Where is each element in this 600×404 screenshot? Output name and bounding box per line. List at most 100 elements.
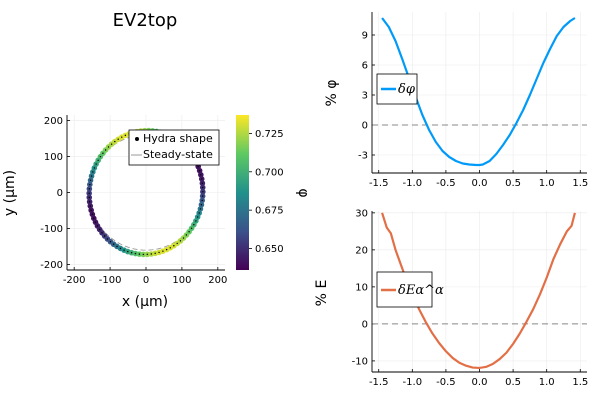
x-tick-label: -1.0 bbox=[403, 377, 423, 388]
hydra-point-core bbox=[198, 212, 200, 214]
y-tick-label: 9 bbox=[362, 31, 368, 42]
hydra-point-core bbox=[130, 252, 133, 254]
shape-legend: Hydra shape Steady-state bbox=[128, 129, 220, 166]
phi-frame bbox=[371, 12, 587, 174]
hydra-point-core bbox=[90, 209, 92, 211]
hydra-point-core bbox=[158, 251, 160, 254]
colorbar-tick-label: 0.725 bbox=[255, 129, 284, 140]
colorbar-tick-label: 0.675 bbox=[255, 206, 284, 217]
hydra-point-core bbox=[94, 221, 97, 223]
hydra-point-core bbox=[99, 155, 102, 158]
hydra-point-core bbox=[123, 249, 125, 251]
hydra-point-core bbox=[199, 208, 202, 210]
y-tick-label: 30 bbox=[355, 208, 368, 219]
hydra-point-core bbox=[198, 169, 201, 172]
x-tick-label: -0.5 bbox=[436, 178, 456, 189]
legend-label-steady: Steady-state bbox=[143, 148, 213, 161]
x-axis-label: x (μm) bbox=[122, 294, 168, 310]
y-tick-label: 10 bbox=[355, 282, 368, 293]
legend-label-phi: δφ bbox=[398, 82, 416, 97]
hydra-point-core bbox=[89, 179, 92, 182]
hydra-point-core bbox=[134, 252, 137, 255]
hydra-point-core bbox=[142, 253, 145, 256]
energy-frame bbox=[371, 211, 587, 373]
hydra-point-core bbox=[169, 247, 171, 249]
hydra-point-core bbox=[93, 217, 95, 220]
colorbar-ticks: 0.650 0.675 0.700 0.725 bbox=[249, 129, 284, 255]
energy-legend: δEα^α bbox=[376, 271, 444, 308]
hydra-point-core bbox=[201, 195, 204, 197]
hydra-point-core bbox=[106, 238, 109, 240]
hydra-point-core bbox=[182, 237, 185, 239]
x-tick-label: 0.5 bbox=[505, 377, 521, 388]
energy-grid bbox=[372, 211, 587, 372]
hydra-point-core bbox=[179, 240, 182, 242]
x-tick-label: 0.0 bbox=[472, 377, 488, 388]
x-tick-label: -100 bbox=[99, 275, 122, 286]
hydra-point-core bbox=[89, 205, 91, 207]
hydra-point-core bbox=[119, 247, 122, 250]
colorbar-tick-label: 0.650 bbox=[255, 244, 284, 255]
hydra-point-core bbox=[96, 225, 99, 227]
hydra-point-core bbox=[127, 250, 129, 253]
x-tick-label: 1.0 bbox=[539, 377, 555, 388]
hydra-point-core bbox=[93, 167, 96, 169]
hydra-point-core bbox=[102, 152, 104, 154]
hydra-point-core bbox=[124, 134, 127, 137]
y-tick-label: -100 bbox=[40, 224, 63, 235]
hydra-point-core bbox=[200, 174, 202, 176]
x-tick-label: -1.0 bbox=[403, 178, 423, 189]
hydra-point-core bbox=[97, 159, 99, 161]
y-tick-label: -10 bbox=[352, 356, 368, 367]
legend-label-hydra: Hydra shape bbox=[143, 132, 213, 145]
hydra-point-core bbox=[150, 253, 152, 255]
y-axis-label: y (μm) bbox=[2, 170, 18, 216]
hydra-point-core bbox=[88, 192, 90, 194]
hydra-point-core bbox=[201, 199, 203, 202]
phi-legend: δφ bbox=[376, 73, 418, 105]
colorbar-tick-label: 0.700 bbox=[255, 167, 284, 178]
y-tick-label: 20 bbox=[355, 245, 368, 256]
hydra-point-core bbox=[154, 252, 156, 255]
y-tick-label: 0 bbox=[57, 188, 63, 199]
y-tick-label: 0 bbox=[362, 121, 368, 132]
hydra-point-core bbox=[109, 241, 112, 243]
hydra-point-core bbox=[138, 253, 141, 255]
hydra-point-core bbox=[98, 228, 101, 231]
shape-panel: EV2top -200 -100 0 100 200 -200 -100 0 100 200 x … bbox=[2, 10, 311, 310]
hydra-point-core bbox=[112, 243, 115, 245]
hydra-point-core bbox=[190, 227, 193, 230]
x-tick-label: -0.5 bbox=[436, 377, 456, 388]
hydra-point-core bbox=[88, 196, 90, 199]
energy-panel: -1.5 -1.0 -0.5 0.0 0.5 1.0 1.5 -10 0 10 20 30 % E δ… bbox=[314, 208, 588, 388]
hydra-point-core bbox=[110, 143, 113, 145]
phi-ticks: -1.5 -1.0 -0.5 0.0 0.5 1.0 1.5 -3 0 3 6 9 bbox=[358, 31, 588, 190]
x-tick-label: -200 bbox=[63, 275, 86, 286]
hydra-point-core bbox=[202, 191, 204, 193]
shape-frame bbox=[66, 115, 225, 271]
hydra-point-core bbox=[95, 163, 97, 165]
y-tick-label: 0 bbox=[362, 319, 368, 330]
hydra-point-core bbox=[121, 136, 123, 138]
hydra-point-core bbox=[200, 203, 203, 206]
hydra-point-core bbox=[92, 171, 94, 173]
hydra-point-core bbox=[188, 231, 190, 233]
hydra-point-core bbox=[90, 175, 93, 177]
x-tick-label: 0.5 bbox=[505, 178, 521, 189]
hydra-point-core bbox=[101, 232, 103, 234]
hydra-point-core bbox=[91, 213, 94, 216]
hydra-point-core bbox=[196, 216, 199, 218]
y-tick-label: 200 bbox=[44, 116, 63, 127]
phi-panel: -1.5 -1.0 -0.5 0.0 0.5 1.0 1.5 -3 0 3 6 9 % φ δφ bbox=[324, 12, 588, 189]
hydra-point-core bbox=[185, 234, 188, 236]
hydra-point-core bbox=[89, 183, 91, 186]
colorbar: 0.650 0.675 0.700 0.725 φ bbox=[236, 115, 311, 270]
hydra-point-core bbox=[103, 235, 106, 237]
hydra-point-core bbox=[107, 146, 110, 148]
x-tick-label: 1.5 bbox=[572, 178, 588, 189]
hydra-point-core bbox=[176, 242, 178, 245]
x-tick-label: 1.5 bbox=[572, 377, 588, 388]
y-tick-label: -200 bbox=[40, 260, 63, 271]
x-tick-label: 100 bbox=[172, 275, 191, 286]
